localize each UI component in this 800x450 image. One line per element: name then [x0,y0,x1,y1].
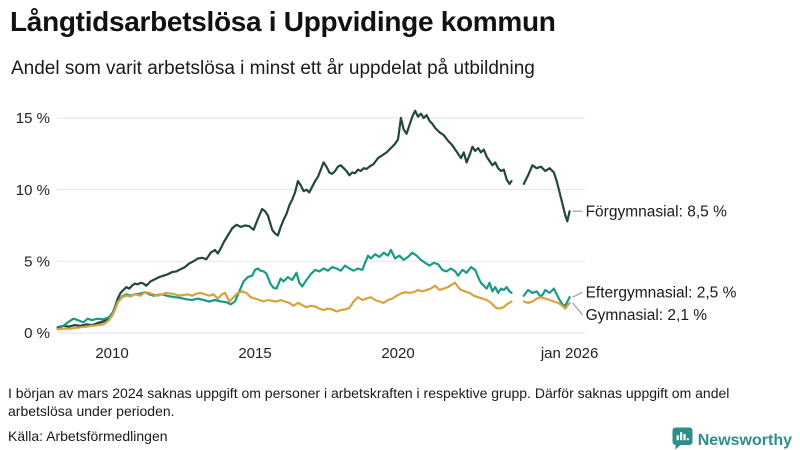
page-subtitle: Andel som varit arbetslösa i minst ett å… [11,58,535,79]
chart-footnote: I början av mars 2024 saknas uppgift om … [8,385,730,419]
y-tick-label: 5 % [24,254,50,271]
y-tick-label: 10 % [16,182,50,199]
y-tick-label: 0 % [24,325,50,342]
series-end-label-gymnasial: Gymnasial: 2,1 % [586,307,708,324]
x-tick-label: 2015 [238,345,271,362]
source-label: Källa: Arbetsförmedlingen [8,428,168,444]
label-connector [572,291,583,298]
series-end-label-eftergymnasial: Eftergymnasial: 2,5 % [586,284,737,301]
newsworthy-brand-link[interactable]: Newsworthy [672,427,792,450]
x-tick-label: 2010 [95,345,128,362]
x-tick-label: jan 2026 [540,345,599,362]
newsworthy-brand-label: Newsworthy [697,432,792,449]
page-title: Långtidsarbetslösa i Uppvidinge kommun [10,6,556,37]
series-line-gymnasial [56,281,571,331]
x-tick-label: 2020 [381,345,414,362]
newsworthy-logo-icon [672,427,693,450]
series-line-förgymnasial [56,109,571,329]
y-tick-label: 15 % [16,110,50,127]
series-end-label-förgymnasial: Förgymnasial: 8,5 % [586,203,727,220]
label-connector [572,302,583,316]
